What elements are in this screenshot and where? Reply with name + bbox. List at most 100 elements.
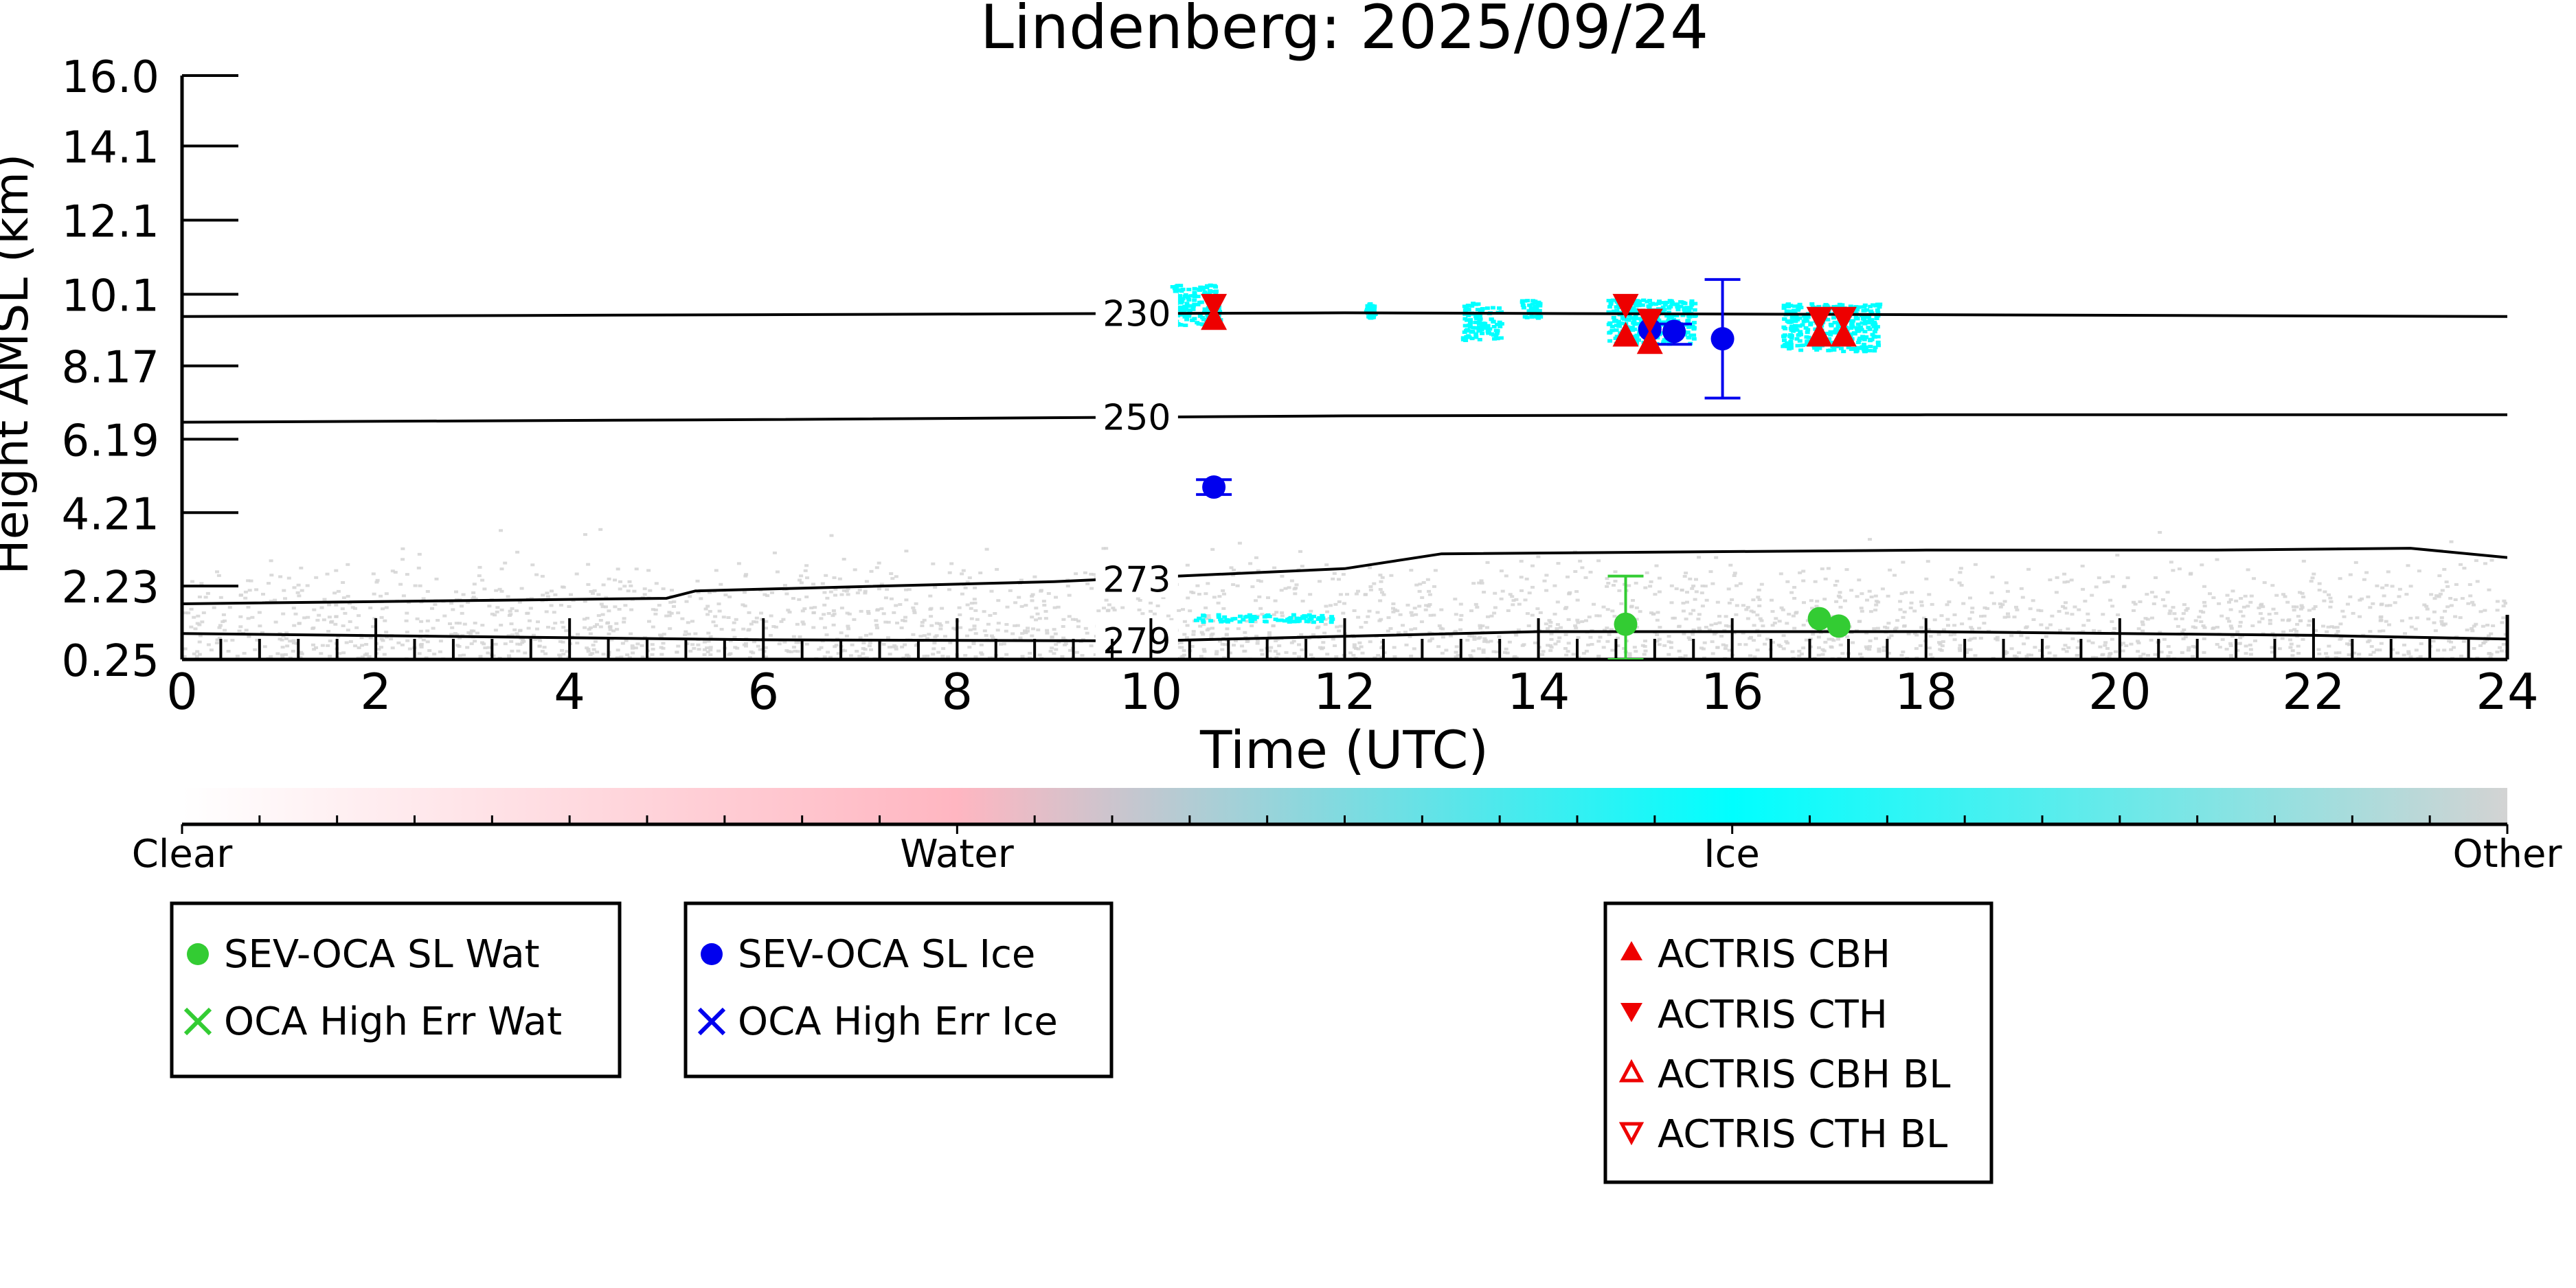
other-texture-point <box>2300 606 2305 609</box>
other-texture-point <box>1273 650 1278 653</box>
other-texture-point <box>782 584 787 587</box>
other-texture-point <box>238 615 243 618</box>
other-texture-point <box>1691 585 1696 587</box>
other-texture-point <box>1105 609 1110 613</box>
other-texture-point <box>2454 583 2459 586</box>
other-texture-point <box>1634 606 1639 609</box>
other-texture-point <box>1694 578 1698 581</box>
other-texture-point <box>1337 629 1342 633</box>
other-texture-point <box>1700 605 1705 608</box>
other-texture-point <box>1893 574 1897 577</box>
other-texture-point <box>2235 648 2240 652</box>
other-texture-point <box>1820 653 1825 656</box>
other-texture-point <box>1377 619 1382 622</box>
other-texture-point <box>706 640 711 643</box>
other-texture-point <box>1667 640 1671 644</box>
other-texture-point <box>1643 649 1648 653</box>
other-texture-point <box>2442 648 2447 652</box>
ice-cloud-point <box>1497 306 1502 310</box>
other-texture-point <box>1378 599 1383 602</box>
other-texture-point <box>889 597 894 600</box>
other-texture-point <box>1973 563 1978 566</box>
other-texture-point <box>1547 619 1552 622</box>
other-texture-point <box>2234 599 2239 602</box>
ice-cloud-point <box>1787 335 1793 339</box>
other-texture-point <box>2379 642 2384 645</box>
other-texture-point <box>1710 582 1715 585</box>
other-texture-point <box>1752 655 1757 659</box>
other-texture-point <box>741 603 745 607</box>
other-texture-point <box>1514 633 1519 637</box>
ice-cloud-point <box>1793 319 1798 323</box>
other-texture-point <box>634 567 639 571</box>
other-texture-point <box>898 603 903 606</box>
other-texture-point <box>847 612 852 615</box>
other-texture-point <box>1524 577 1529 580</box>
ice-cloud-point <box>1630 308 1636 312</box>
other-texture-point <box>1710 640 1715 644</box>
other-texture-point <box>2317 652 2322 655</box>
other-texture-point <box>375 578 380 582</box>
other-texture-point <box>732 635 737 639</box>
isotherm-label-bg <box>1095 396 1178 436</box>
other-texture-point <box>2136 640 2140 643</box>
other-texture-point <box>1605 585 1609 588</box>
other-texture-point <box>1867 645 1872 648</box>
other-texture-point <box>651 608 655 611</box>
other-texture-point <box>1391 610 1396 613</box>
other-texture-point <box>947 571 952 574</box>
other-texture-point <box>2260 617 2265 620</box>
other-texture-point <box>696 591 701 594</box>
ice-cloud-point <box>1498 324 1503 328</box>
other-texture-point <box>1454 655 1458 659</box>
other-texture-point <box>238 625 243 629</box>
other-texture-point <box>1482 591 1487 594</box>
other-texture-point <box>777 642 782 646</box>
other-texture-point <box>1375 611 1380 614</box>
ice-cloud-point <box>1800 323 1805 327</box>
other-texture-point <box>1946 624 1950 627</box>
other-texture-point <box>2243 594 2248 598</box>
other-texture-point <box>2404 593 2409 596</box>
other-texture-point <box>1568 591 1572 594</box>
ice-cloud-point <box>1625 318 1629 322</box>
other-texture-point <box>372 592 376 596</box>
other-texture-point <box>473 640 477 643</box>
ice-cloud-point <box>1638 317 1643 321</box>
other-texture-point <box>1478 635 1482 639</box>
other-texture-point <box>1613 570 1618 574</box>
other-texture-point <box>291 642 296 644</box>
other-texture-point <box>1256 569 1261 572</box>
other-texture-point <box>1240 644 1244 648</box>
other-texture-point <box>2103 641 2108 644</box>
other-texture-point <box>2316 648 2321 651</box>
other-texture-point <box>2485 624 2490 626</box>
other-texture-point <box>2325 655 2329 659</box>
other-texture-point <box>223 639 228 642</box>
other-texture-point <box>770 591 774 594</box>
ice-cloud-point <box>1311 620 1316 624</box>
other-texture-point <box>1901 561 1906 564</box>
other-texture-point <box>900 645 905 648</box>
other-texture-point <box>2182 603 2187 607</box>
other-texture-point <box>226 650 231 653</box>
other-texture-point <box>499 608 504 611</box>
other-texture-point <box>2086 612 2090 615</box>
y-tick-label: 14.1 <box>62 123 160 174</box>
other-texture-point <box>1627 654 1632 657</box>
other-texture-point <box>972 598 977 601</box>
ice-cloud-point <box>1798 330 1803 334</box>
other-texture-point <box>275 652 280 655</box>
other-texture-point <box>182 655 187 658</box>
other-texture-point <box>438 640 443 643</box>
other-texture-point <box>237 629 242 633</box>
ice-cloud-point <box>1781 335 1787 339</box>
other-texture-point <box>1311 633 1315 636</box>
other-texture-point <box>1348 651 1353 655</box>
other-texture-point <box>1052 652 1057 655</box>
other-texture-point <box>864 633 868 637</box>
ice-cloud-point <box>1796 304 1801 308</box>
other-texture-point <box>192 615 196 619</box>
other-texture-point <box>1857 578 1862 582</box>
ice-cloud-point <box>1667 315 1672 319</box>
